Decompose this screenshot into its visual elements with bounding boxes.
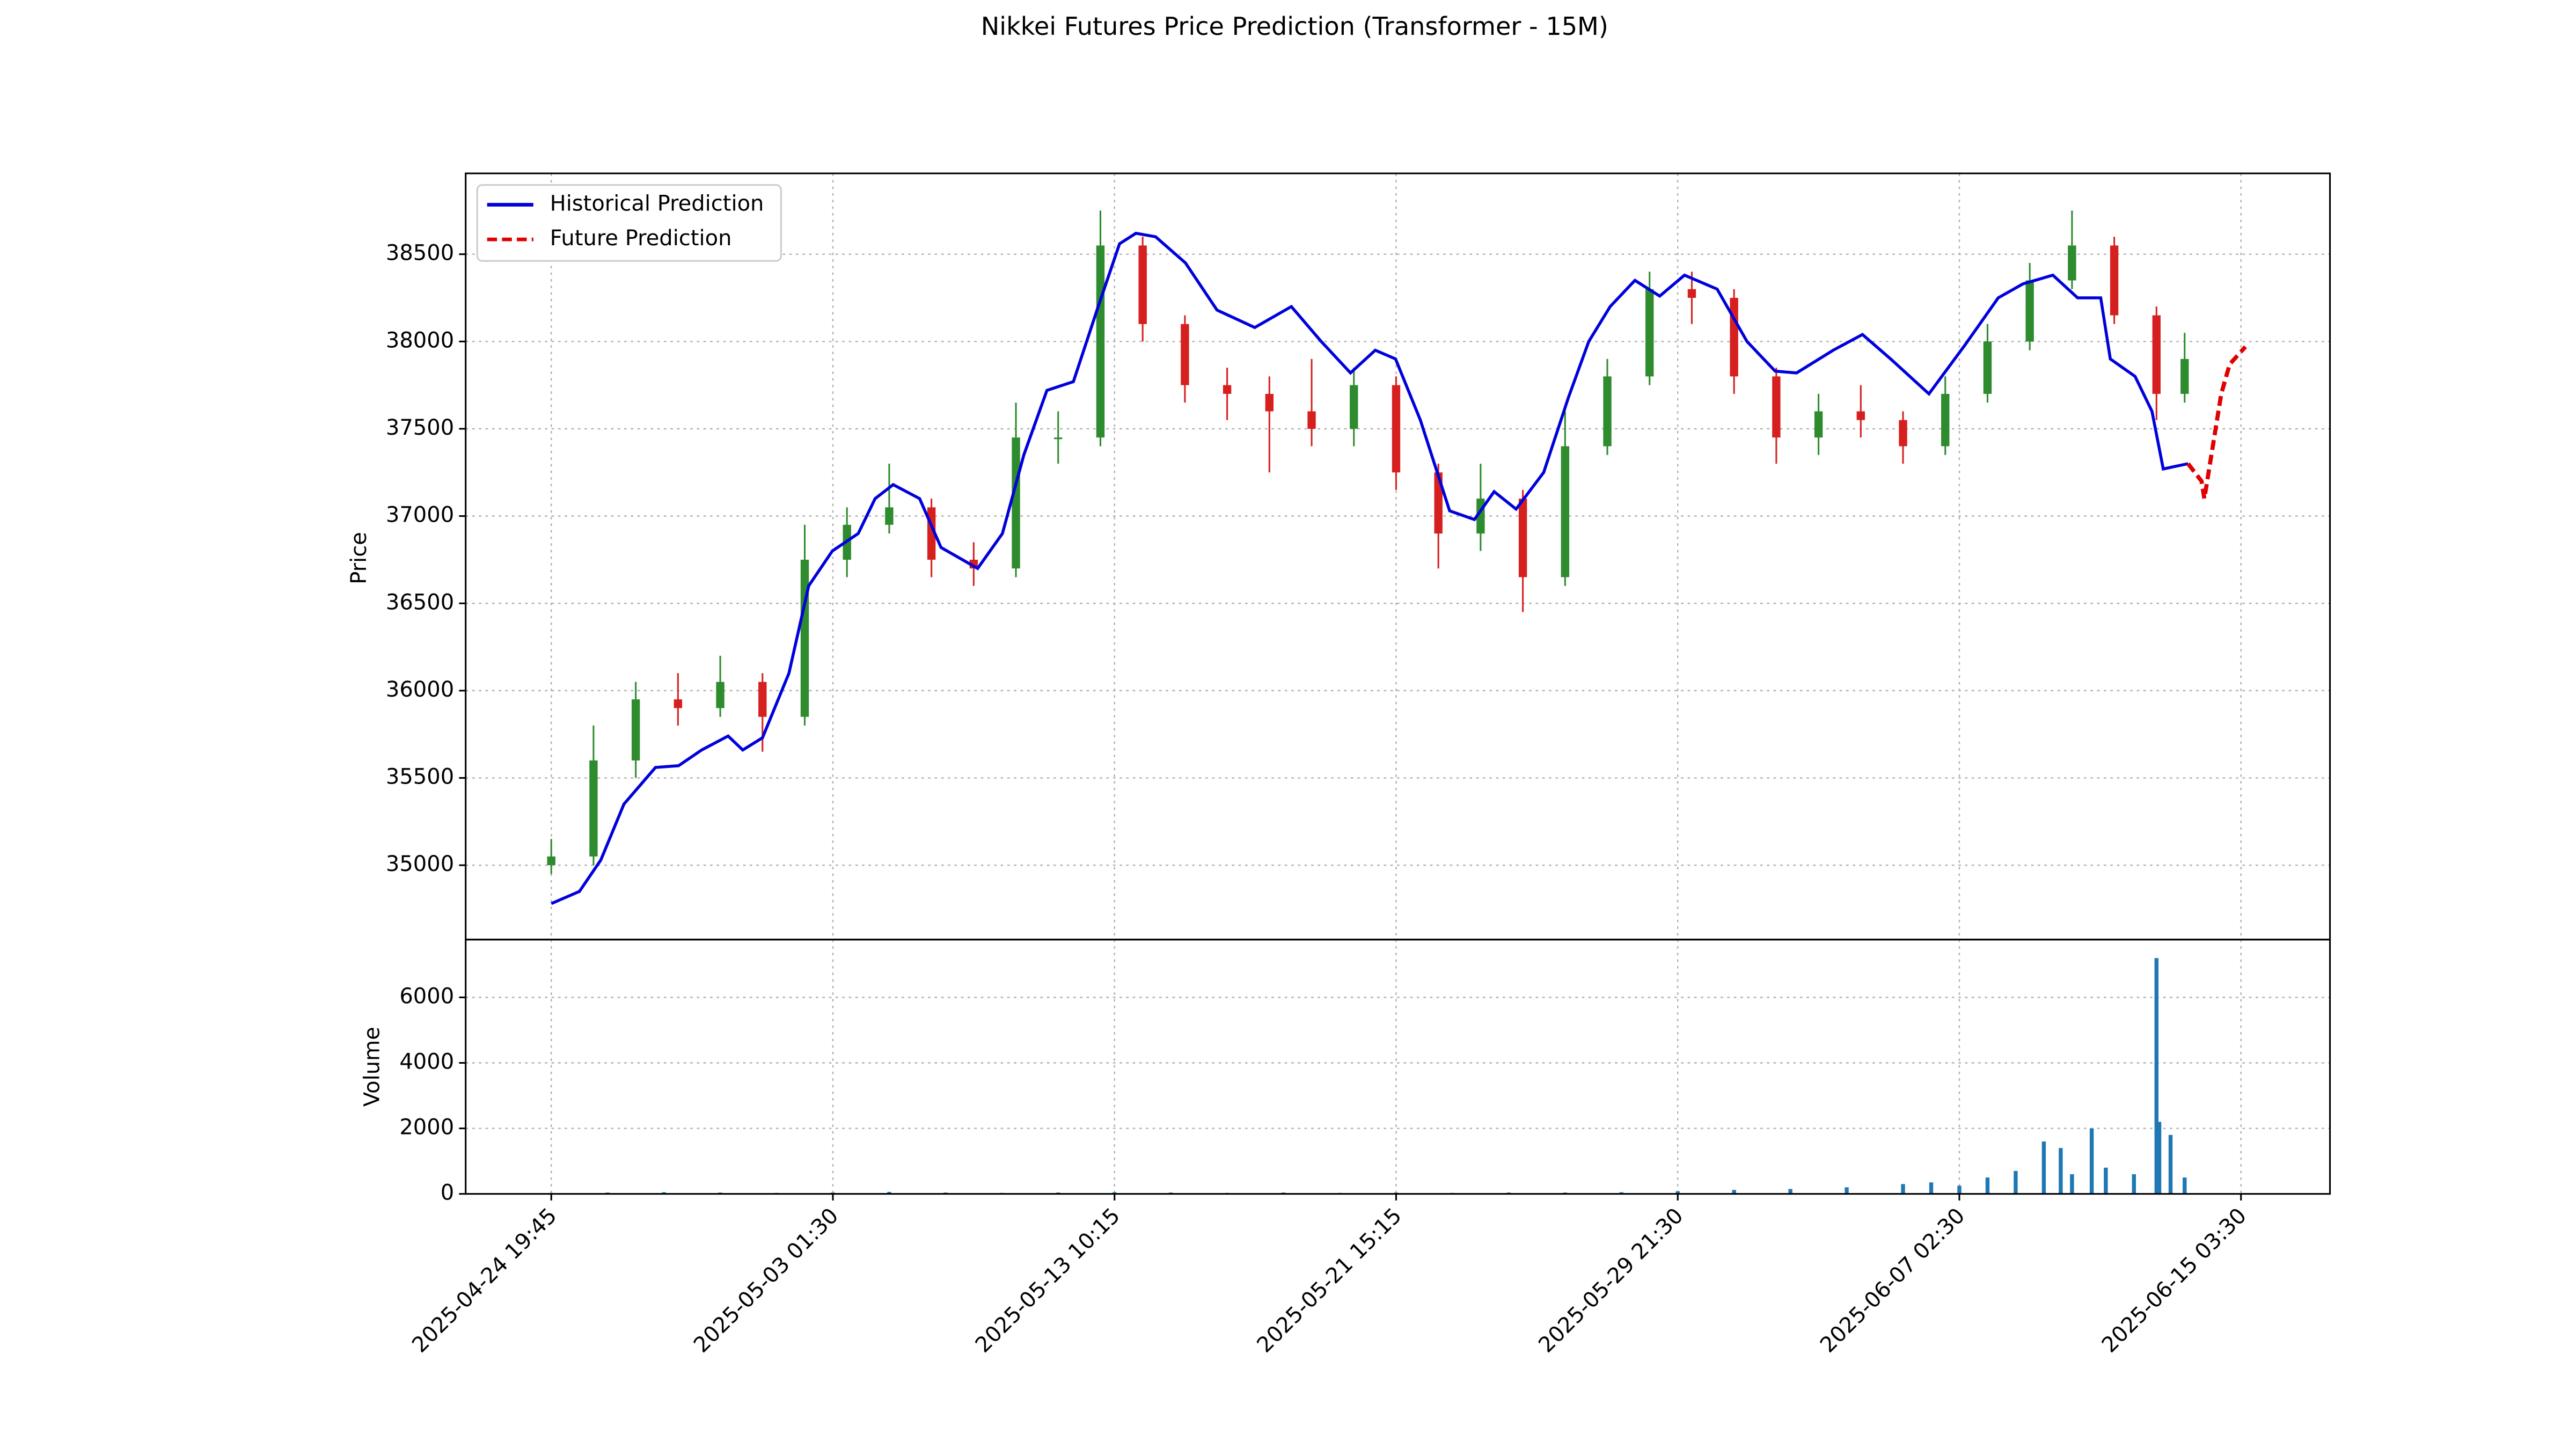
plot-frame xyxy=(465,939,2331,1195)
y-tick-label: 37500 xyxy=(386,415,454,440)
candle-body xyxy=(1138,245,1147,324)
candle-body xyxy=(1012,437,1020,569)
chart-title: Nikkei Futures Price Prediction (Transfo… xyxy=(981,12,1608,41)
volume-bar xyxy=(2089,1128,2094,1194)
candle-body xyxy=(1392,385,1401,473)
candle-body xyxy=(2110,245,2119,316)
candle-body xyxy=(1899,420,1907,447)
y-tick-label: 38000 xyxy=(386,328,454,353)
candle-body xyxy=(1518,499,1527,577)
candle-body xyxy=(1730,298,1738,377)
candle-body xyxy=(1856,411,1865,420)
candle-body xyxy=(716,682,724,708)
candle-body xyxy=(674,699,683,708)
candle-body xyxy=(1434,472,1443,534)
candle-body xyxy=(1941,393,1950,447)
volume-bar xyxy=(2070,1174,2074,1194)
volume-bar xyxy=(2014,1170,2018,1194)
candle-body xyxy=(1181,324,1189,385)
volume-bar xyxy=(1985,1177,1990,1194)
y-axis-label: Price xyxy=(347,532,371,584)
y-axis-label: Volume xyxy=(360,1027,384,1107)
candle-body xyxy=(1645,289,1654,377)
candle-body xyxy=(547,856,555,866)
candle-body xyxy=(1307,411,1316,429)
volume-bar xyxy=(2154,958,2158,1194)
y-tick-label: 2000 xyxy=(399,1115,454,1140)
candle-body xyxy=(2068,245,2076,281)
volume-bar xyxy=(1788,1189,1792,1194)
volume-bar xyxy=(2157,1122,2162,1194)
candle-body xyxy=(800,559,809,717)
candle-body xyxy=(631,699,640,761)
candle-body xyxy=(2025,280,2034,342)
y-tick-label: 37000 xyxy=(386,503,454,528)
candle-body xyxy=(2180,358,2189,394)
volume-bar xyxy=(2168,1135,2173,1194)
candle-body xyxy=(1814,411,1823,438)
legend: Historical Prediction Future Prediction xyxy=(476,184,782,262)
volume-bar xyxy=(887,1191,891,1194)
candle-body xyxy=(1603,376,1612,447)
candle-body xyxy=(1223,385,1232,394)
legend-label: Future Prediction xyxy=(550,226,732,251)
candle-body xyxy=(1350,385,1358,429)
y-tick-label: 6000 xyxy=(399,984,454,1008)
volume-bar xyxy=(1929,1182,1934,1194)
candle-body xyxy=(1096,245,1105,438)
y-tick-label: 36500 xyxy=(386,590,454,614)
y-tick-label: 36000 xyxy=(386,677,454,702)
volume-bar xyxy=(2104,1167,2108,1194)
candle-body xyxy=(2152,315,2161,394)
candle-body xyxy=(589,760,598,857)
y-tick-label: 0 xyxy=(441,1181,454,1205)
candle-body xyxy=(1265,393,1274,412)
legend-box xyxy=(476,184,782,262)
candle-body xyxy=(1983,341,1992,394)
volume-bar xyxy=(2132,1174,2136,1194)
volume-bar xyxy=(1901,1184,1905,1194)
prediction-line xyxy=(2186,345,2247,499)
candle-body xyxy=(758,682,767,717)
y-tick-label: 35500 xyxy=(386,765,454,789)
candle-body xyxy=(1687,289,1696,298)
volume-bar xyxy=(1845,1187,1849,1194)
y-tick-label: 4000 xyxy=(399,1050,454,1074)
volume-bar xyxy=(1957,1185,1962,1194)
volume-bar xyxy=(1732,1190,1736,1194)
volume-bar xyxy=(1675,1191,1680,1194)
candle-body xyxy=(1054,437,1063,440)
y-tick-label: 38500 xyxy=(386,241,454,266)
volume-bar xyxy=(2059,1148,2063,1194)
y-tick-label: 35000 xyxy=(386,852,454,876)
prediction-line xyxy=(551,231,2189,905)
candle-body xyxy=(1561,446,1570,577)
volume-bar xyxy=(2041,1141,2046,1194)
candle-body xyxy=(1772,376,1781,438)
legend-label: Historical Prediction xyxy=(550,192,764,216)
candle-body xyxy=(885,507,894,525)
volume-bar xyxy=(2183,1177,2187,1194)
